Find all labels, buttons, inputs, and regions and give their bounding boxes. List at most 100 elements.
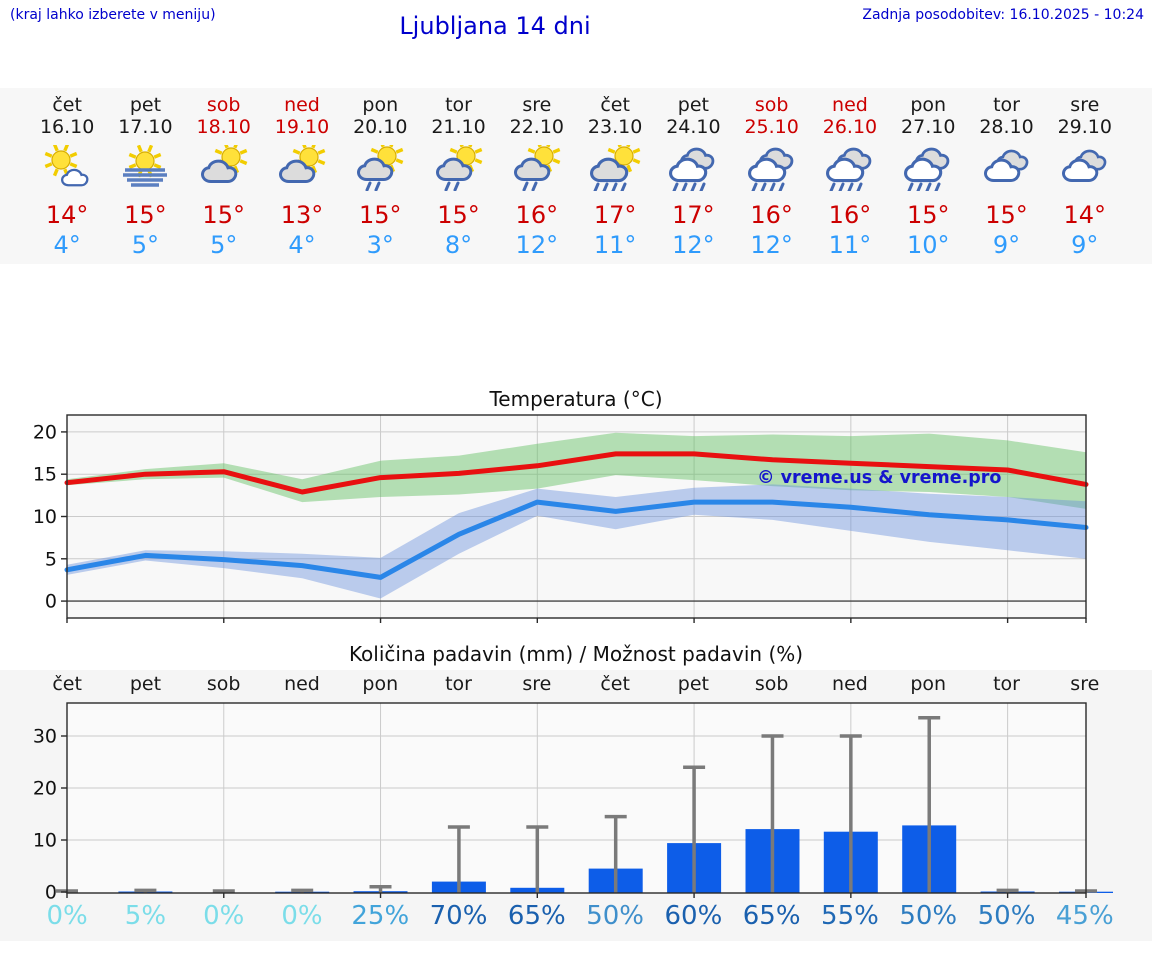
clouds-rain-icon xyxy=(904,147,950,191)
forecast-day: pon 20.10 15° 3° xyxy=(341,94,419,264)
svg-text:10: 10 xyxy=(33,830,57,852)
low-temp: 4° xyxy=(288,231,316,259)
precip-probability: 25% xyxy=(351,901,410,931)
low-temp: 12° xyxy=(750,231,793,259)
low-temp: 3° xyxy=(366,231,394,259)
precip-day-label: sob xyxy=(754,673,789,695)
weather-icon-slot xyxy=(733,140,811,196)
precip-day-label: čet xyxy=(600,673,630,695)
high-temp: 14° xyxy=(1063,201,1107,229)
weather-icon-slot xyxy=(106,140,184,196)
svg-text:0: 0 xyxy=(45,882,57,904)
high-temp: 15° xyxy=(124,201,167,229)
day-date: 24.10 xyxy=(666,116,721,138)
forecast-day: tor 21.10 15° 8° xyxy=(419,94,497,264)
forecast-day: tor 28.10 15° 9° xyxy=(967,94,1045,264)
precip-probability: 65% xyxy=(742,901,801,931)
high-temp: 14° xyxy=(45,201,89,229)
precip-probability: 50% xyxy=(977,901,1036,931)
svg-text:30: 30 xyxy=(33,726,57,748)
high-temp: 15° xyxy=(906,201,950,229)
precip-day-label: sob xyxy=(206,673,241,695)
day-name: ned xyxy=(284,94,320,116)
high-temp: 17° xyxy=(593,201,637,229)
sun-cloud-rain-icon xyxy=(435,145,482,191)
forecast-day: sob 25.10 16° 12° xyxy=(733,94,811,264)
precip-day-label: pon xyxy=(910,673,947,695)
forecast-day: sre 22.10 16° 12° xyxy=(498,94,576,264)
low-temp: 9° xyxy=(992,231,1021,259)
high-temp: 16° xyxy=(515,201,559,229)
weather-icon-slot xyxy=(263,140,341,196)
svg-text:20: 20 xyxy=(33,778,57,800)
day-date: 18.10 xyxy=(196,116,251,138)
weather-icon-slot xyxy=(889,140,967,196)
weather-icon-slot xyxy=(498,140,576,196)
day-date: 16.10 xyxy=(39,116,95,138)
low-temp: 4° xyxy=(53,231,81,259)
day-name: čet xyxy=(600,94,630,116)
weather-icon-slot xyxy=(419,140,497,196)
temperature-chart-title: Temperatura (°C) xyxy=(489,387,663,411)
precip-day-label: tor xyxy=(445,673,472,695)
day-date: 23.10 xyxy=(587,116,643,138)
svg-text:20: 20 xyxy=(33,421,57,443)
precip-probability-row: 0% 5% 0% 0% 25% 70% 65% 50% 60% 65% 55% 50% 50% 45% xyxy=(0,901,1152,931)
precip-day-label: pet xyxy=(677,673,709,695)
sun-cloud-rain-icon xyxy=(357,145,404,191)
precip-probability: 55% xyxy=(821,901,879,931)
day-name: čet xyxy=(52,94,82,116)
high-temp: 16° xyxy=(828,201,872,229)
forecast-day: pon 27.10 15° 10° xyxy=(889,94,967,264)
low-temp: 8° xyxy=(444,231,473,259)
high-temp: 15° xyxy=(985,201,1028,229)
day-name: tor xyxy=(445,94,472,116)
precip-probability: 65% xyxy=(507,901,566,931)
day-date: 22.10 xyxy=(509,116,565,138)
day-name: pet xyxy=(129,94,162,116)
clouds-rain-icon xyxy=(747,147,793,191)
precip-day-label: sre xyxy=(522,673,552,695)
weather-icon-slot xyxy=(576,140,654,196)
low-temp: 11° xyxy=(828,231,872,259)
high-temp: 15° xyxy=(358,201,402,229)
forecast-strip: čet 16.10 14° 4° pet 17.10 15° 5° sob 18.10 15° 5° n… xyxy=(0,88,1152,264)
day-date: 19.10 xyxy=(274,116,330,138)
precip-day-label: pon xyxy=(362,673,399,695)
day-name: pon xyxy=(362,94,399,116)
day-name: ned xyxy=(832,94,868,116)
day-date: 28.10 xyxy=(979,116,1034,138)
clouds-rain-icon xyxy=(669,147,715,191)
precip-probability: 70% xyxy=(429,901,488,931)
high-temp: 13° xyxy=(280,201,324,229)
low-temp: 5° xyxy=(131,231,160,259)
precip-probability: 60% xyxy=(664,901,723,931)
weather-icon-slot xyxy=(341,140,419,196)
precip-day-label: ned xyxy=(284,673,320,695)
day-name: sre xyxy=(522,94,552,116)
last-update: Zadnja posodobitev: 16.10.2025 - 10:24 xyxy=(862,7,1144,23)
forecast-day: ned 19.10 13° 4° xyxy=(263,94,341,264)
forecast-day: čet 16.10 14° 4° xyxy=(28,94,106,264)
forecast-day: čet 23.10 17° 11° xyxy=(576,94,654,264)
weather-icon-slot xyxy=(967,140,1045,196)
clouds-rain-icon xyxy=(825,147,872,191)
precip-day-label: tor xyxy=(993,673,1020,695)
day-date: 21.10 xyxy=(431,116,486,138)
clouds-icon xyxy=(983,149,1028,182)
svg-text:15: 15 xyxy=(33,464,57,486)
precip-day-label: sre xyxy=(1070,673,1100,695)
day-name: tor xyxy=(993,94,1020,116)
forecast-day: ned 26.10 16° 11° xyxy=(811,94,889,264)
precip-day-label: pet xyxy=(129,673,162,695)
weather-icon-slot xyxy=(185,140,263,196)
low-temp: 5° xyxy=(210,231,238,259)
precip-probability: 5% xyxy=(124,901,167,931)
clouds-icon xyxy=(1061,149,1107,182)
low-temp: 11° xyxy=(593,231,637,259)
day-name: pon xyxy=(910,94,947,116)
precip-day-labels: čet pet sob ned pon tor sre čet pet sob ned pon tor s… xyxy=(0,673,1152,695)
svg-text:5: 5 xyxy=(45,548,57,570)
forecast-day: sre 29.10 14° 9° xyxy=(1046,94,1124,264)
high-temp: 15° xyxy=(437,201,480,229)
